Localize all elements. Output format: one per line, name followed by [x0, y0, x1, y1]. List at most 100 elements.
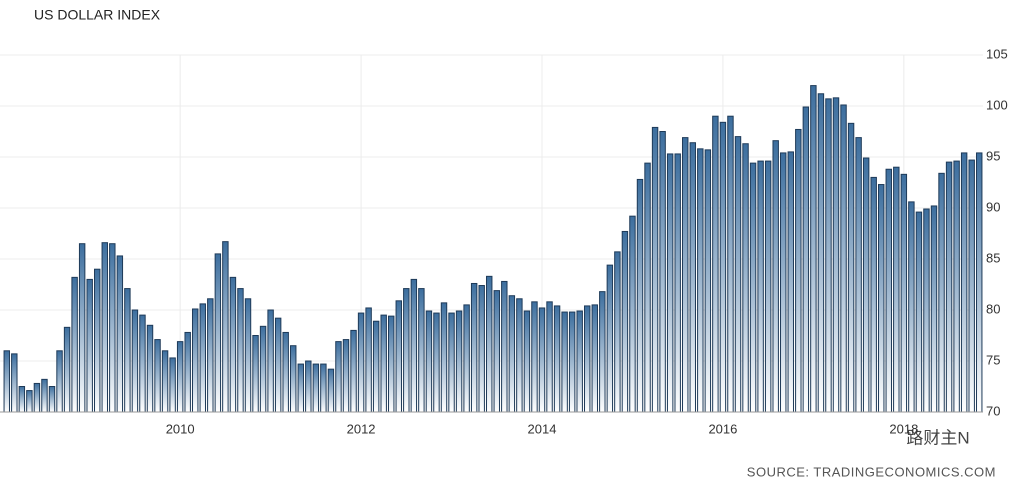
bar [63, 326, 71, 413]
bar [568, 311, 576, 413]
y-tick-label: 75 [986, 352, 1000, 367]
bar [893, 166, 900, 413]
bar [531, 301, 538, 413]
bar [71, 276, 78, 413]
bar [780, 152, 787, 413]
source: SOURCE: TRADINGECONOMICS.COM [747, 464, 996, 479]
bar [41, 378, 48, 413]
x-tick-label: 2016 [708, 421, 737, 436]
bar [327, 368, 335, 413]
bar [682, 137, 689, 413]
bar [870, 176, 877, 413]
bar [365, 307, 372, 413]
bar [33, 382, 41, 413]
bar [501, 280, 508, 413]
bar [101, 242, 108, 413]
bar [372, 320, 380, 413]
bar [11, 353, 18, 413]
bar [908, 201, 915, 413]
bar [945, 161, 953, 413]
bar [508, 295, 516, 413]
y-tick-label: 70 [986, 403, 1000, 418]
bar [237, 288, 244, 413]
bar [320, 363, 327, 413]
bar [388, 315, 395, 413]
bar [576, 310, 583, 413]
bar [659, 131, 666, 413]
bar [606, 264, 614, 413]
bar [486, 275, 493, 413]
bar [124, 288, 131, 413]
bar [953, 160, 960, 413]
bar [757, 160, 764, 413]
bar [18, 386, 26, 413]
bar [651, 126, 659, 413]
bar [712, 115, 719, 413]
y-tick-label: 85 [986, 250, 1000, 265]
bar [350, 329, 357, 413]
bar [742, 143, 749, 413]
bar [764, 160, 772, 413]
bar [154, 339, 161, 413]
bar [825, 98, 832, 413]
bar [214, 253, 222, 413]
bar [463, 304, 470, 413]
bar [976, 152, 983, 413]
bar [516, 298, 523, 413]
bar [86, 278, 93, 413]
bar [546, 301, 553, 413]
bar [252, 335, 259, 413]
y-tick-label: 80 [986, 301, 1000, 316]
bar [161, 350, 169, 413]
bar [282, 331, 289, 413]
x-tick-label: 2014 [528, 421, 557, 436]
bar [305, 360, 312, 413]
x-tick-label: 2010 [166, 421, 195, 436]
bar [403, 288, 410, 413]
bar [727, 115, 734, 413]
bar [584, 305, 591, 413]
y-tick-label: 105 [986, 46, 1008, 61]
bar [629, 215, 636, 413]
bar [244, 298, 252, 413]
bar [900, 173, 908, 413]
bar [169, 357, 176, 413]
bar [930, 205, 938, 413]
x-tick-label: 2012 [347, 421, 376, 436]
watermark: 路财主N [906, 428, 969, 447]
bar [840, 104, 847, 413]
bar [312, 363, 320, 413]
bar [380, 314, 387, 413]
chart-title: US DOLLAR INDEX [34, 7, 161, 23]
bar [78, 243, 86, 413]
bar [561, 311, 568, 413]
bar [146, 324, 154, 413]
bar [470, 282, 478, 413]
bar [599, 291, 606, 413]
bar [109, 243, 116, 413]
bar [719, 121, 727, 413]
bar [440, 302, 448, 413]
bar [267, 309, 274, 413]
bar [116, 255, 124, 413]
bar [855, 137, 862, 413]
bar [704, 149, 712, 413]
bar [960, 152, 968, 413]
bar [817, 93, 825, 413]
y-tick-label: 100 [986, 97, 1008, 112]
bar [591, 304, 598, 413]
bar [847, 122, 855, 413]
bar [207, 298, 214, 413]
bar [772, 140, 779, 413]
bar [131, 309, 139, 413]
bar [448, 312, 455, 413]
bar [621, 230, 629, 413]
bar [787, 151, 794, 413]
bar [968, 159, 975, 413]
bar [290, 345, 297, 413]
bar [229, 276, 237, 413]
bar [689, 142, 696, 413]
x-tick-label: 2018 [889, 421, 918, 436]
bar [455, 310, 463, 413]
